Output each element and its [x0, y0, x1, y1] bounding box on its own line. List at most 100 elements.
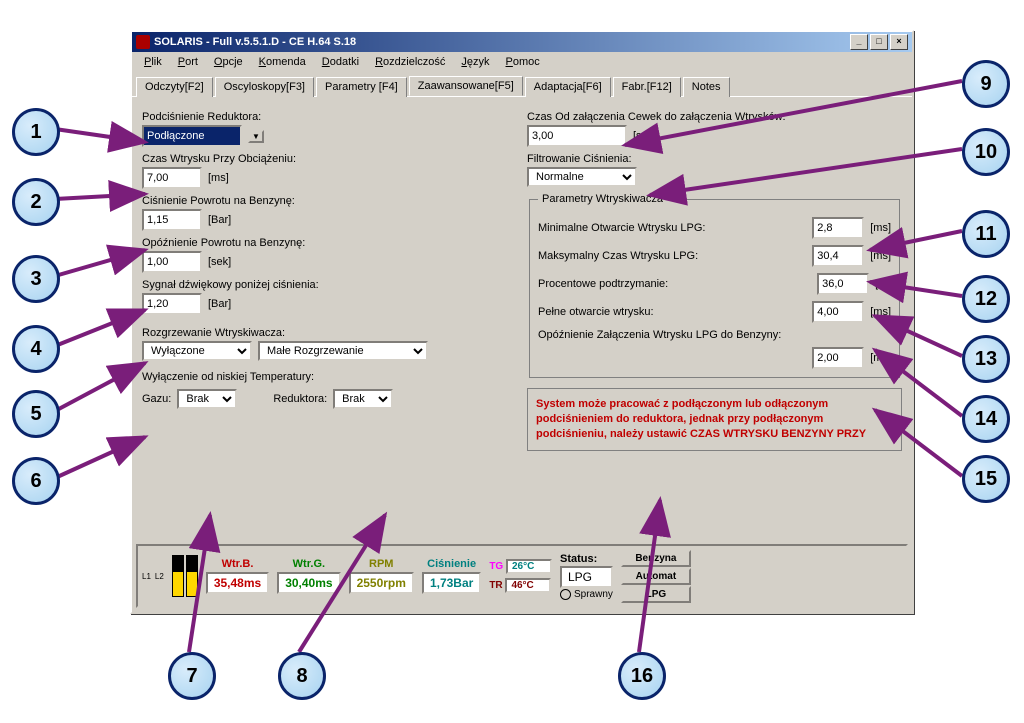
cisnienie-powrotu-input[interactable] [142, 209, 202, 231]
sprawny-radio[interactable]: Sprawny [560, 589, 613, 600]
parametry-wtryskiwacza-group: Parametry Wtryskiwacza Minimalne Otwarci… [529, 193, 900, 378]
tg-value: 26°C [506, 559, 552, 574]
wtrb-block: Wtr.B. 35,48ms [206, 558, 269, 594]
rpm-label: RPM [369, 558, 393, 570]
podcisnienie-select[interactable]: Podłączone [142, 125, 242, 147]
opoznienie-powrotu-unit: [sek] [208, 256, 231, 268]
callout-1: 1 [12, 108, 60, 156]
tab-content: Podciśnienie Reduktora: Podłączone ▼ Cza… [132, 97, 912, 459]
callout-2: 2 [12, 178, 60, 226]
cisnienie-powrotu-unit: [Bar] [208, 214, 231, 226]
reduktora-label: Reduktora: [273, 393, 327, 405]
status-label: Status: [560, 553, 613, 565]
procentowe-unit: [%] [875, 278, 891, 290]
tab-parametry[interactable]: Parametry [F4] [316, 77, 407, 97]
right-column: Czas Od załączenia Cewek do załączenia W… [527, 105, 902, 451]
level-bar-l1 [172, 555, 184, 597]
max-czas-input[interactable] [812, 245, 864, 267]
menu-komenda[interactable]: Komenda [251, 54, 314, 70]
rozgrzewanie-select2[interactable]: Małe Rozgrzewanie [258, 341, 428, 361]
level-meter [172, 555, 198, 597]
menu-dodatki[interactable]: Dodatki [314, 54, 367, 70]
tab-odczyty[interactable]: Odczyty[F2] [136, 77, 213, 97]
level-bar-l2 [186, 555, 198, 597]
cisnienie-stat-value: 1,73Bar [422, 572, 481, 594]
wtrg-block: Wtr.G. 30,40ms [277, 558, 340, 594]
benzyna-button[interactable]: Benzyna [621, 550, 691, 567]
dropdown-icon[interactable]: ▼ [248, 130, 264, 143]
czas-od-label: Czas Od załączenia Cewek do załączenia W… [527, 111, 902, 123]
sygnal-input[interactable] [142, 293, 202, 315]
menu-jezyk[interactable]: Język [453, 54, 497, 70]
callout-15: 15 [962, 455, 1010, 503]
tab-bar: Odczyty[F2] Oscyloskopy[F3] Parametry [F… [132, 72, 912, 97]
cisnienie-stat-label: Ciśnienie [427, 558, 476, 570]
wtrg-label: Wtr.G. [293, 558, 325, 570]
menu-pomoc[interactable]: Pomoc [498, 54, 548, 70]
menu-opcje[interactable]: Opcje [206, 54, 251, 70]
callout-16: 16 [618, 652, 666, 700]
filtrowanie-label: Filtrowanie Ciśnienia: [527, 153, 902, 165]
filtrowanie-select[interactable]: Normalne [527, 167, 637, 187]
podcisnienie-label: Podciśnienie Reduktora: [142, 111, 517, 123]
tab-fabr[interactable]: Fabr.[F12] [613, 77, 681, 97]
procentowe-label: Procentowe podtrzymanie: [538, 278, 811, 290]
gazu-label: Gazu: [142, 393, 171, 405]
minimize-button[interactable]: _ [850, 34, 868, 50]
menu-plik[interactable]: Plik [136, 54, 170, 70]
wtrb-value: 35,48ms [206, 572, 269, 594]
automat-button[interactable]: Automat [621, 568, 691, 585]
menu-port[interactable]: Port [170, 54, 206, 70]
sygnal-label: Sygnał dźwiękowy poniżej ciśnienia: [142, 279, 517, 291]
callout-14: 14 [962, 395, 1010, 443]
callout-7: 7 [168, 652, 216, 700]
lpg-button[interactable]: LPG [621, 586, 691, 603]
opoznienie-lpg-label: Opóźnienie Załączenia Wtrysku LPG do Ben… [538, 329, 891, 341]
reduktora-select[interactable]: Brak [333, 389, 393, 409]
opoznienie-lpg-input[interactable] [812, 347, 864, 369]
app-window: SOLARIS - Full v.5.5.1.D - CE H.64 S.18 … [130, 30, 914, 614]
min-otwarcie-unit: [ms] [870, 222, 891, 234]
status-column: Status: LPG Sprawny [560, 553, 613, 600]
pelne-unit: [ms] [870, 306, 891, 318]
callout-3: 3 [12, 255, 60, 303]
cisnienie-block: Ciśnienie 1,73Bar [422, 558, 481, 594]
tab-adaptacja[interactable]: Adaptacja[F6] [525, 77, 611, 97]
rozgrzewanie-label: Rozgrzewanie Wtryskiwacza: [142, 327, 517, 339]
max-czas-unit: [ms] [870, 250, 891, 262]
tab-notes[interactable]: Notes [683, 77, 730, 97]
callout-9: 9 [962, 60, 1010, 108]
czas-od-input[interactable] [527, 125, 627, 147]
callout-5: 5 [12, 390, 60, 438]
opoznienie-powrotu-label: Opóźnienie Powrotu na Benzynę: [142, 237, 517, 249]
temp-block: TG 26°C TR 46°C [489, 559, 552, 593]
close-button[interactable]: × [890, 34, 908, 50]
rpm-value: 2550rpm [349, 572, 414, 594]
menu-bar: Plik Port Opcje Komenda Dodatki Rozdziel… [132, 52, 912, 72]
callout-8: 8 [278, 652, 326, 700]
callout-6: 6 [12, 457, 60, 505]
czas-od-unit: [sek] [633, 130, 656, 142]
tr-value: 46°C [505, 578, 551, 593]
min-otwarcie-label: Minimalne Otwarcie Wtrysku LPG: [538, 222, 806, 234]
gazu-select[interactable]: Brak [177, 389, 237, 409]
min-otwarcie-input[interactable] [812, 217, 864, 239]
callout-13: 13 [962, 335, 1010, 383]
czas-wtrysku-unit: [ms] [208, 172, 229, 184]
czas-wtrysku-input[interactable] [142, 167, 202, 189]
opoznienie-lpg-unit: [ms] [870, 352, 891, 364]
callout-11: 11 [962, 210, 1010, 258]
status-bar: L1L2 Wtr.B. 35,48ms Wtr.G. 30,40ms RPM 2… [136, 544, 908, 608]
level-labels: L1L2 [142, 572, 164, 581]
max-czas-label: Maksymalny Czas Wtrysku LPG: [538, 250, 806, 262]
tab-oscyloskopy[interactable]: Oscyloskopy[F3] [215, 77, 314, 97]
procentowe-input[interactable] [817, 273, 869, 295]
menu-rozdzielczosc[interactable]: Rozdzielczość [367, 54, 453, 70]
tab-zaawansowane[interactable]: Zaawansowane[F5] [409, 76, 523, 96]
opoznienie-powrotu-input[interactable] [142, 251, 202, 273]
maximize-button[interactable]: □ [870, 34, 888, 50]
status-value: LPG [560, 566, 613, 588]
rozgrzewanie-select1[interactable]: Wyłączone [142, 341, 252, 361]
callout-12: 12 [962, 275, 1010, 323]
pelne-input[interactable] [812, 301, 864, 323]
